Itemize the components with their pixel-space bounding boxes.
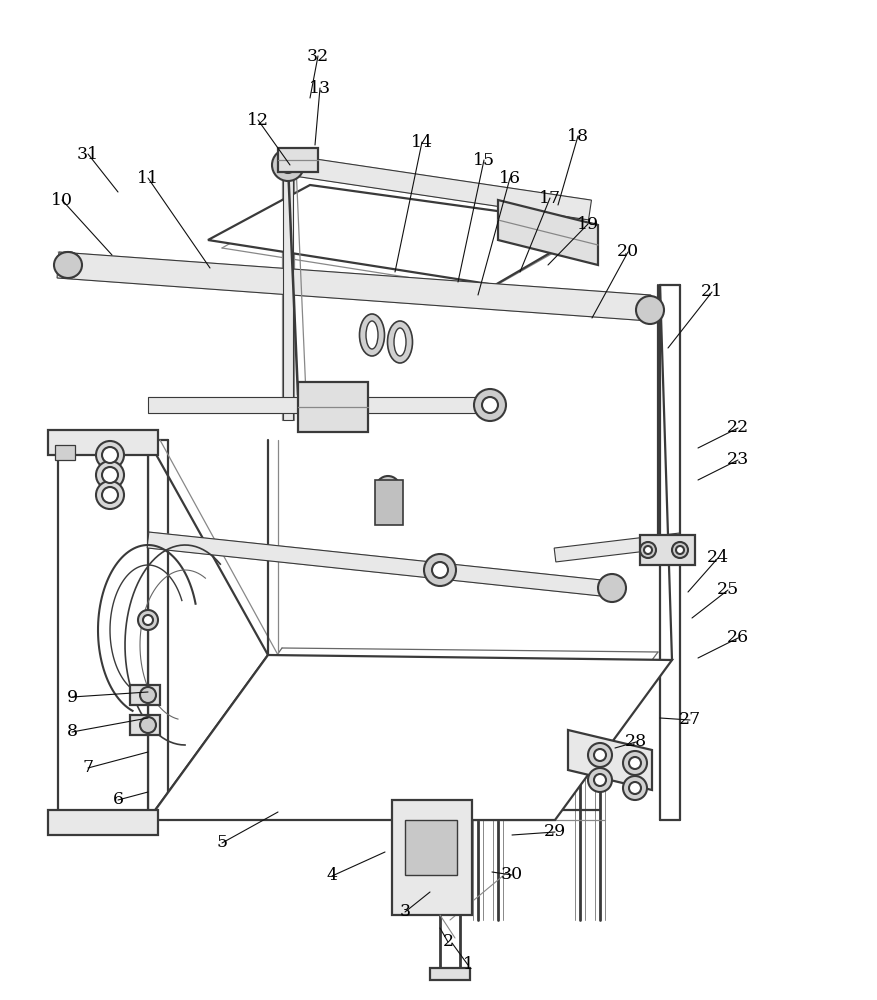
Circle shape bbox=[628, 757, 640, 769]
Text: 19: 19 bbox=[576, 216, 598, 233]
Polygon shape bbox=[567, 730, 652, 790]
Circle shape bbox=[139, 687, 156, 703]
Bar bbox=[48, 430, 158, 455]
Text: 12: 12 bbox=[246, 112, 268, 129]
Circle shape bbox=[623, 776, 646, 800]
Text: 15: 15 bbox=[473, 152, 495, 169]
Bar bbox=[430, 968, 469, 980]
Polygon shape bbox=[282, 160, 293, 420]
Text: 26: 26 bbox=[726, 630, 748, 646]
Text: 25: 25 bbox=[716, 582, 738, 598]
Bar bbox=[404, 820, 457, 875]
Text: 21: 21 bbox=[700, 284, 723, 300]
Bar bbox=[130, 685, 160, 705]
Circle shape bbox=[102, 447, 118, 463]
Circle shape bbox=[96, 481, 124, 509]
Text: 3: 3 bbox=[399, 903, 410, 920]
Circle shape bbox=[639, 542, 655, 558]
Polygon shape bbox=[58, 440, 148, 820]
Circle shape bbox=[280, 157, 296, 173]
Text: 18: 18 bbox=[567, 128, 588, 145]
Text: 27: 27 bbox=[678, 711, 701, 728]
Circle shape bbox=[378, 500, 397, 520]
Text: 11: 11 bbox=[137, 170, 159, 187]
Text: 10: 10 bbox=[51, 192, 73, 209]
Text: 17: 17 bbox=[538, 190, 560, 207]
Text: 6: 6 bbox=[112, 791, 124, 808]
Circle shape bbox=[675, 546, 683, 554]
Text: 13: 13 bbox=[309, 80, 331, 97]
Circle shape bbox=[594, 749, 605, 761]
Circle shape bbox=[635, 296, 663, 324]
Text: 23: 23 bbox=[726, 452, 748, 468]
Ellipse shape bbox=[359, 314, 384, 356]
Bar bbox=[130, 715, 160, 735]
Text: 7: 7 bbox=[82, 760, 94, 776]
Ellipse shape bbox=[387, 321, 412, 363]
Circle shape bbox=[102, 487, 118, 503]
Text: 1: 1 bbox=[462, 956, 473, 973]
Text: 8: 8 bbox=[67, 723, 77, 740]
Text: 5: 5 bbox=[217, 834, 227, 851]
Circle shape bbox=[643, 546, 652, 554]
Polygon shape bbox=[57, 252, 650, 321]
Polygon shape bbox=[497, 200, 597, 265]
Circle shape bbox=[272, 149, 303, 181]
Circle shape bbox=[623, 751, 646, 775]
Circle shape bbox=[424, 554, 455, 586]
Ellipse shape bbox=[54, 252, 82, 278]
Text: 28: 28 bbox=[624, 733, 646, 750]
Polygon shape bbox=[148, 397, 499, 413]
Text: 24: 24 bbox=[706, 550, 728, 566]
Circle shape bbox=[594, 774, 605, 786]
Circle shape bbox=[597, 574, 625, 602]
Text: 31: 31 bbox=[77, 146, 99, 163]
Text: 4: 4 bbox=[326, 867, 337, 884]
Circle shape bbox=[102, 467, 118, 483]
Circle shape bbox=[628, 782, 640, 794]
Text: 2: 2 bbox=[442, 933, 453, 950]
Text: 9: 9 bbox=[67, 688, 77, 706]
Bar bbox=[374, 480, 403, 525]
Polygon shape bbox=[553, 533, 680, 562]
Polygon shape bbox=[147, 532, 620, 598]
Circle shape bbox=[474, 389, 505, 421]
Bar bbox=[55, 445, 75, 460]
Text: 32: 32 bbox=[307, 48, 329, 65]
Circle shape bbox=[375, 476, 400, 500]
Circle shape bbox=[143, 615, 153, 625]
Circle shape bbox=[96, 461, 124, 489]
Text: 30: 30 bbox=[501, 866, 523, 884]
Circle shape bbox=[588, 768, 611, 792]
Circle shape bbox=[139, 717, 156, 733]
Circle shape bbox=[96, 441, 124, 469]
Circle shape bbox=[588, 743, 611, 767]
Polygon shape bbox=[278, 148, 317, 172]
Circle shape bbox=[481, 397, 497, 413]
Text: 20: 20 bbox=[617, 243, 638, 260]
Text: 22: 22 bbox=[726, 420, 748, 436]
Polygon shape bbox=[148, 655, 671, 820]
Polygon shape bbox=[286, 155, 591, 220]
Circle shape bbox=[671, 542, 688, 558]
Circle shape bbox=[431, 562, 447, 578]
Polygon shape bbox=[391, 800, 472, 915]
Circle shape bbox=[55, 252, 81, 278]
Text: 29: 29 bbox=[543, 823, 566, 840]
Ellipse shape bbox=[394, 328, 405, 356]
Bar bbox=[48, 810, 158, 835]
Circle shape bbox=[138, 610, 158, 630]
Ellipse shape bbox=[366, 321, 378, 349]
Text: 14: 14 bbox=[410, 134, 432, 151]
Bar bbox=[639, 535, 695, 565]
Text: 16: 16 bbox=[498, 170, 520, 187]
Polygon shape bbox=[297, 382, 367, 432]
Polygon shape bbox=[208, 185, 597, 285]
